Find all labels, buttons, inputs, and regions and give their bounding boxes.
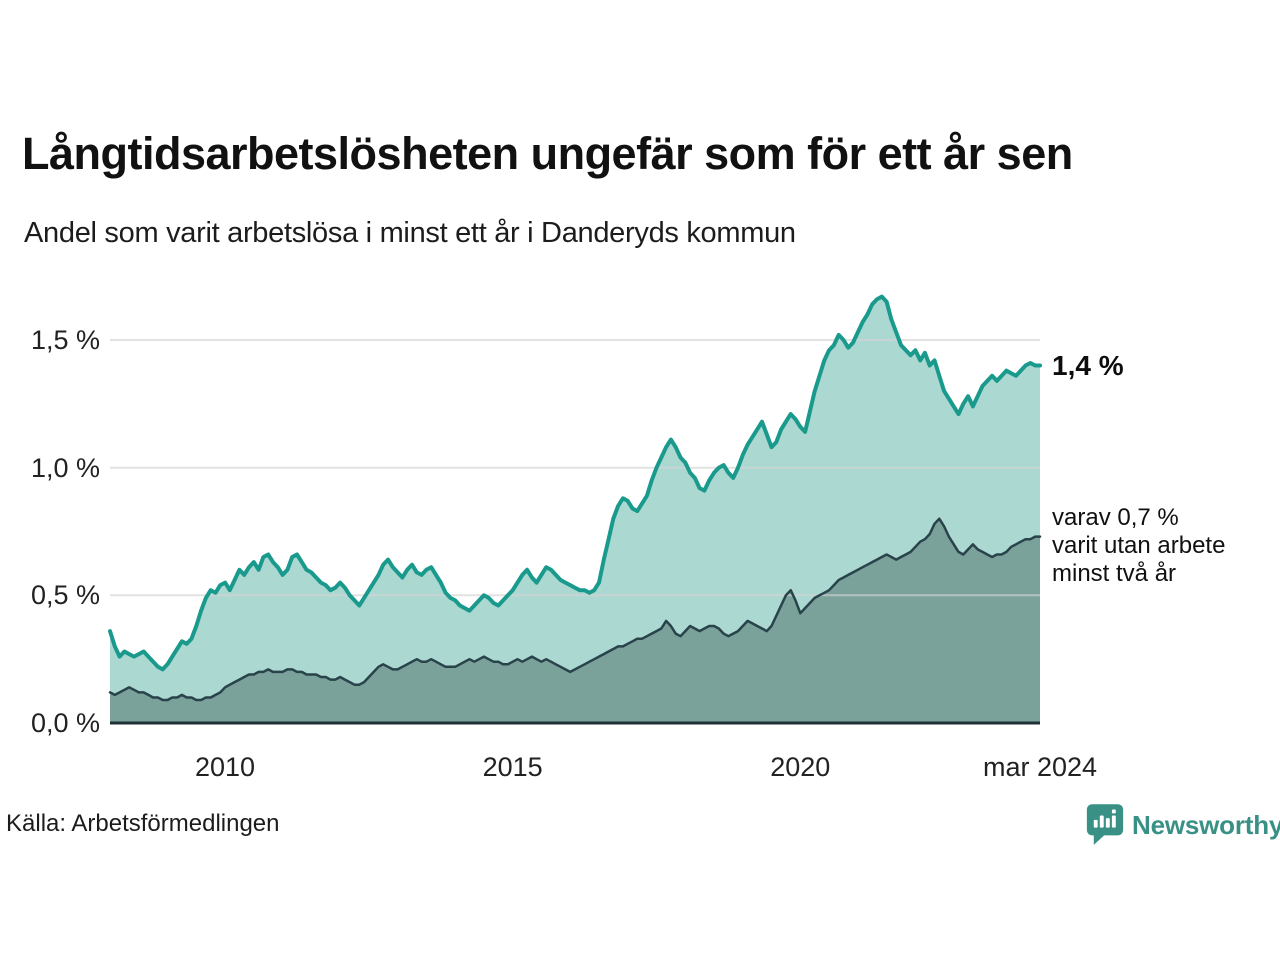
x-axis-label: 2015 (482, 752, 543, 782)
x-axis-label: 2010 (195, 752, 256, 782)
secondary-annotation-line: varav 0,7 % (1052, 504, 1179, 531)
page-title: Långtidsarbetslösheten ungefär som för e… (22, 128, 1073, 179)
x-axis-label: 2020 (770, 752, 831, 782)
newsworthy-logo-icon (1086, 804, 1124, 845)
secondary-value-annotation: varav 0,7 % varit utan arbete minst två … (1052, 504, 1225, 588)
newsworthy-wordmark: Newsworthy (1132, 809, 1280, 840)
newsworthy-logo: Newsworthy (1086, 803, 1280, 847)
latest-value-annotation: 1,4 % (1052, 350, 1124, 381)
logo-bubble (1086, 804, 1124, 845)
two-year-line (108, 517, 1042, 702)
y-axis-label: 1,0 % (30, 452, 100, 483)
source-caption: Källa: Arbetsförmedlingen (6, 810, 280, 837)
x-axis-label: mar 2024 (982, 752, 1098, 782)
secondary-annotation-line: minst två år (1052, 560, 1177, 587)
y-axis-label: 0,0 % (30, 708, 100, 738)
two-year-area (110, 518, 1040, 723)
page-subtitle: Andel som varit arbetslösa i minst ett å… (24, 217, 796, 249)
y-axis-label: 1,5 % (30, 325, 100, 355)
total-line (108, 294, 1042, 672)
y-axis-label: 0,5 % (30, 580, 100, 611)
logo-bar-chart-icon (1093, 809, 1116, 828)
secondary-annotation-line: varit utan arbete (1052, 532, 1226, 559)
